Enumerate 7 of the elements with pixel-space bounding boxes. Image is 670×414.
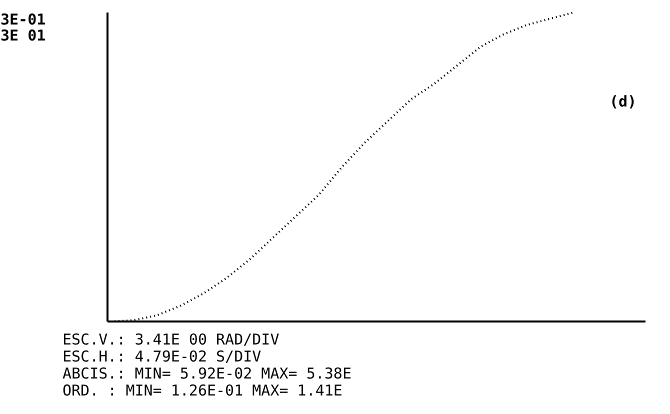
text: 3E-01 [0,10,46,28]
text: ORD. : MIN= 1.26E-01 MAX= 1.41E [62,382,342,400]
text: ESC.V.: 3.41E 00 RAD/DIV [62,330,280,348]
text: ABCIS.: MIN= 5.92E-02 MAX= 5.38E [62,364,352,382]
text: ESC.H.: 4.79E-02 S/DIV [62,348,262,366]
annotation: (d) [610,92,637,110]
text: 3E 01 [0,26,46,44]
